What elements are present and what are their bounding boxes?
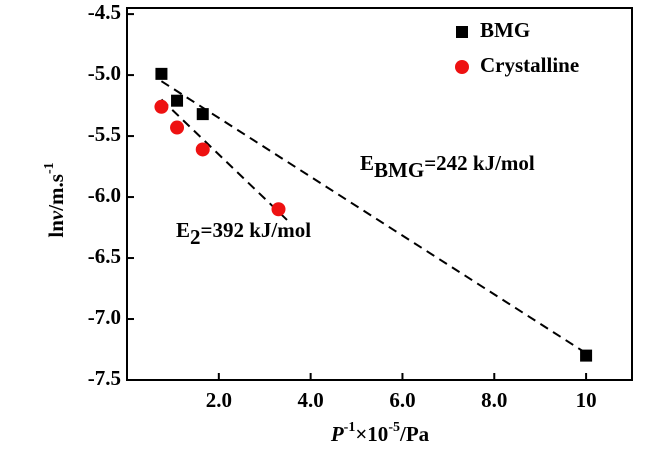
annotation-part: BMG: [374, 158, 424, 182]
annotation-part: =242 kJ/mol: [424, 151, 535, 175]
marker: [580, 349, 593, 362]
x-tick-label: 8.0: [481, 388, 507, 412]
y-tick-label: -5.0: [88, 61, 121, 85]
x-tick-label: 6.0: [389, 388, 415, 412]
y-tick-label: -6.5: [88, 244, 121, 268]
x-label-part: P: [330, 422, 344, 446]
annotation-part: E: [176, 218, 190, 242]
x-label-part: -5: [388, 420, 400, 435]
plot-frame: [126, 7, 633, 381]
legend-label: BMG: [480, 18, 530, 42]
annotation-part: 2: [190, 225, 201, 249]
marker: [170, 120, 185, 135]
y-label-part: v: [44, 210, 68, 220]
x-axis-label: P-1×10-5/Pa: [330, 420, 430, 446]
fit-line: [160, 98, 290, 223]
x-tick-label: 4.0: [298, 388, 324, 412]
y-label-part: /m.s: [44, 174, 68, 212]
marker: [154, 99, 169, 114]
x-label-part: /Pa: [399, 422, 430, 446]
marker: [171, 94, 184, 107]
annotation-part: E: [360, 151, 374, 175]
marker: [271, 202, 286, 217]
x-label-part: ×10: [355, 422, 388, 446]
y-tick-label: -7.0: [88, 305, 121, 329]
marker: [196, 108, 209, 121]
y-label-part: -1: [42, 162, 57, 174]
annotation: EBMG=242 kJ/mol: [360, 151, 535, 182]
annotation-part: =392 kJ/mol: [201, 218, 312, 242]
y-tick-label: -7.5: [88, 366, 121, 390]
legend-label: Crystalline: [480, 53, 579, 77]
y-tick-label: -4.5: [88, 0, 121, 24]
y-tick-label: -6.0: [88, 183, 121, 207]
x-label-part: -1: [344, 420, 356, 435]
annotation: E2=392 kJ/mol: [176, 218, 311, 249]
y-tick-label: -5.5: [88, 122, 121, 146]
marker: [155, 67, 168, 80]
legend-marker: [455, 60, 469, 74]
x-tick-label: 2.0: [206, 388, 232, 412]
y-axis-label: lnv/m.s-1: [42, 162, 68, 237]
marker: [195, 142, 210, 157]
fit-line: [160, 80, 587, 355]
y-label-part: ln: [44, 220, 68, 238]
legend-marker: [456, 26, 468, 38]
x-tick-label: 10: [576, 388, 597, 412]
